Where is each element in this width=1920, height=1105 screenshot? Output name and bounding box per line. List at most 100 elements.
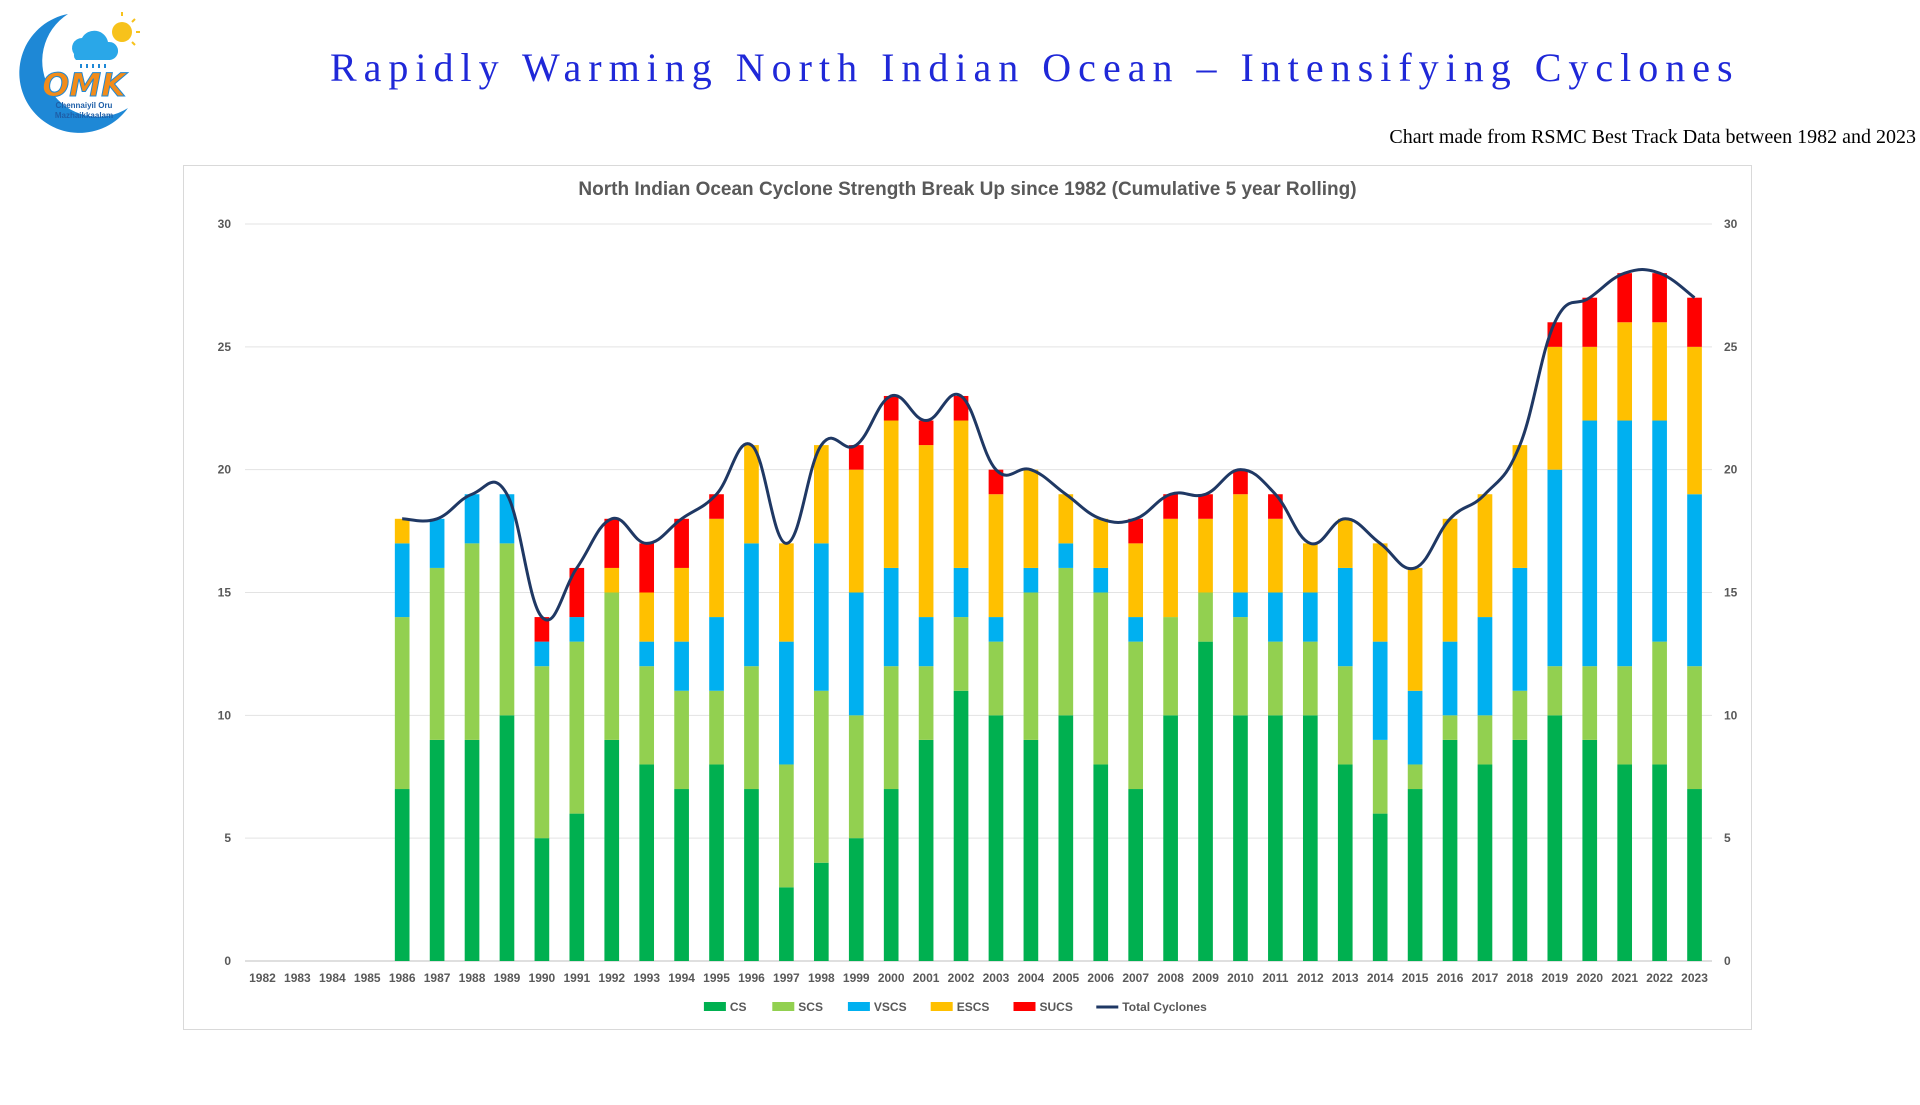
bar-vscs-2017	[1477, 617, 1493, 716]
x-tick-label: 1993	[633, 971, 660, 985]
bar-sucs-1995	[709, 494, 724, 519]
bar-scs-1993	[639, 666, 655, 765]
bar-sucs-2023	[1687, 297, 1702, 347]
bar-sucs-2000	[883, 395, 899, 421]
legend-swatch-scs	[772, 1002, 795, 1011]
x-tick-label: 1995	[703, 971, 730, 985]
bar-scs-2010	[1233, 617, 1248, 716]
bar-scs-2015	[1407, 764, 1423, 790]
bar-cs-2017	[1477, 764, 1493, 961]
bar-cs-2023	[1687, 789, 1702, 961]
bar-cs-1994	[674, 789, 689, 961]
bar-escs-2001	[918, 445, 934, 618]
x-tick-label: 2010	[1227, 971, 1254, 985]
y2-tick-label: 30	[1724, 217, 1738, 231]
bar-escs-2018	[1512, 445, 1528, 568]
bar-sucs-2021	[1617, 273, 1633, 323]
bar-vscs-1991	[569, 617, 585, 642]
bar-scs-2016	[1442, 715, 1458, 740]
legend-label: SUCS	[1040, 1000, 1073, 1014]
x-tick-label: 2018	[1507, 971, 1534, 985]
bar-escs-2007	[1128, 543, 1144, 618]
x-tick-label: 2023	[1681, 971, 1708, 985]
x-tick-label: 2002	[948, 971, 975, 985]
bar-escs-2002	[953, 420, 969, 568]
logo-sun-icon	[112, 22, 132, 42]
bar-cs-2010	[1233, 715, 1248, 961]
bar-sucs-2009	[1198, 494, 1213, 519]
y-tick-label: 0	[224, 954, 231, 968]
x-tick-label: 1996	[738, 971, 765, 985]
bar-scs-2000	[883, 666, 899, 790]
bar-scs-1986	[394, 617, 410, 790]
x-tick-label: 2013	[1332, 971, 1359, 985]
bar-vscs-2010	[1233, 592, 1248, 618]
y-tick-label: 15	[218, 586, 232, 600]
bar-vscs-2020	[1582, 420, 1598, 667]
bar-scs-2020	[1582, 666, 1598, 740]
bar-scs-2012	[1302, 641, 1318, 716]
bar-cs-2012	[1302, 715, 1318, 961]
bar-cs-2009	[1198, 641, 1213, 961]
bar-escs-2010	[1233, 494, 1248, 593]
bar-sucs-2001	[918, 420, 934, 446]
bar-vscs-2015	[1407, 690, 1423, 765]
bar-scs-2006	[1093, 592, 1109, 765]
bar-scs-2017	[1477, 715, 1493, 765]
bar-sucs-2022	[1652, 273, 1667, 323]
bar-vscs-1990	[534, 641, 550, 667]
bar-escs-2015	[1407, 567, 1423, 691]
bar-cs-1989	[499, 715, 515, 961]
x-tick-label: 2012	[1297, 971, 1324, 985]
bar-cs-1986	[394, 789, 410, 961]
bar-scs-2004	[1023, 592, 1039, 740]
bar-vscs-2002	[953, 567, 969, 618]
bar-scs-2007	[1128, 641, 1144, 790]
bar-vscs-2013	[1337, 567, 1353, 667]
x-tick-label: 2005	[1052, 971, 1079, 985]
bar-cs-2005	[1058, 715, 1074, 961]
bar-sucs-1992	[604, 518, 620, 568]
logo-cloud-icon	[72, 30, 119, 60]
page-title: Rapidly Warming North Indian Ocean – Int…	[330, 45, 1740, 90]
bar-cs-2016	[1442, 739, 1458, 961]
legend-swatch-cs	[703, 1002, 726, 1011]
bar-escs-2008	[1163, 518, 1178, 618]
y2-tick-label: 20	[1724, 463, 1738, 477]
x-tick-label: 2022	[1646, 971, 1673, 985]
bar-scs-2008	[1163, 617, 1178, 716]
x-tick-label: 2009	[1192, 971, 1219, 985]
bar-cs-1997	[779, 887, 794, 961]
bar-vscs-1993	[639, 641, 655, 667]
bar-vscs-2022	[1652, 420, 1667, 642]
x-tick-label: 2007	[1122, 971, 1149, 985]
bar-vscs-2007	[1128, 617, 1144, 642]
bar-vscs-1997	[779, 641, 794, 765]
y-tick-label: 20	[218, 463, 232, 477]
bar-cs-2006	[1093, 764, 1109, 961]
bar-escs-2009	[1198, 518, 1213, 593]
bar-sucs-2011	[1268, 494, 1283, 519]
bar-scs-2014	[1372, 739, 1388, 814]
bar-cs-1993	[639, 764, 655, 961]
legend-label: Total Cyclones	[1122, 1000, 1207, 1014]
bar-escs-2023	[1687, 346, 1702, 495]
x-tick-label: 1989	[494, 971, 521, 985]
bar-escs-2011	[1268, 518, 1283, 593]
bar-cs-2003	[988, 715, 1004, 961]
bar-escs-2020	[1582, 346, 1598, 421]
y2-tick-label: 0	[1724, 954, 1731, 968]
x-tick-label: 2017	[1472, 971, 1499, 985]
bar-scs-1997	[779, 764, 794, 888]
bar-escs-2017	[1477, 494, 1493, 618]
bar-vscs-2001	[918, 617, 934, 667]
bar-scs-2009	[1198, 592, 1213, 642]
bar-vscs-1994	[674, 641, 689, 691]
x-tick-label: 1984	[319, 971, 346, 985]
bar-sucs-2003	[988, 469, 1004, 495]
x-tick-label: 1988	[459, 971, 486, 985]
bar-cs-2002	[953, 690, 969, 961]
bar-scs-2001	[918, 666, 934, 740]
logo-crescent-icon	[19, 14, 128, 133]
bar-sucs-1993	[639, 543, 655, 593]
